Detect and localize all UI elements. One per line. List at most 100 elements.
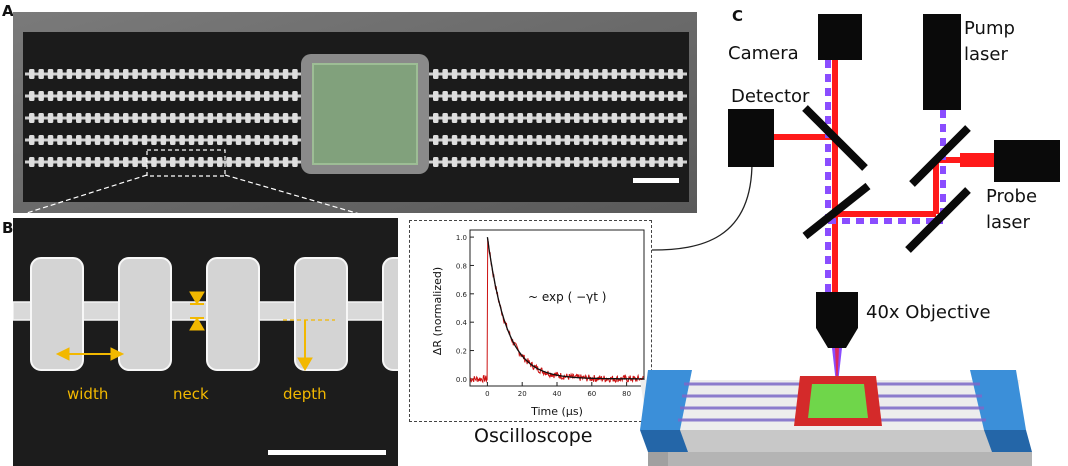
sem-unit-cell bbox=[235, 135, 242, 145]
sem-unit-cell bbox=[245, 135, 251, 145]
sem-unit-cell bbox=[498, 113, 505, 123]
y-tick-label: 0.0 bbox=[456, 376, 467, 384]
sem-unit-cell bbox=[442, 69, 448, 79]
sem-unit-cell bbox=[47, 157, 54, 167]
sem-unit-cell bbox=[574, 91, 580, 101]
sem-unit-cell bbox=[602, 113, 608, 123]
sem-unit-cell bbox=[235, 69, 242, 79]
sem-unit-cell bbox=[207, 113, 214, 123]
sem-unit-cell bbox=[508, 157, 514, 167]
sem-unit-cell bbox=[639, 69, 646, 79]
sem-unit-cell bbox=[85, 157, 91, 167]
sem-unit-cell bbox=[141, 69, 148, 79]
sem-unit-cell bbox=[555, 135, 561, 145]
sem-unit-cell bbox=[470, 113, 477, 123]
sem-unit-cell bbox=[677, 69, 683, 79]
sem-unit-cell bbox=[292, 157, 298, 167]
pump-beam bbox=[825, 60, 946, 292]
sem-unit-cell bbox=[264, 91, 270, 101]
sem-unit-cell bbox=[132, 113, 138, 123]
sem-unit-cell bbox=[433, 69, 439, 79]
sem-unit-cell bbox=[508, 69, 514, 79]
x-axis-label: Time (μs) bbox=[530, 405, 583, 418]
panel-a-letter: A bbox=[2, 2, 14, 20]
sem-unit-cell bbox=[545, 113, 552, 123]
sem-unit-cell bbox=[668, 69, 674, 79]
sem-unit-cell bbox=[489, 135, 495, 145]
camera-block bbox=[818, 14, 862, 60]
sem-unit-cell bbox=[141, 135, 148, 145]
sem-unit-cell bbox=[76, 113, 82, 123]
sem-unit-cell bbox=[564, 157, 571, 167]
sem-unit-cell bbox=[217, 113, 223, 123]
sem-unit-cell bbox=[76, 135, 82, 145]
sem-unit-cell bbox=[677, 135, 683, 145]
sem-unit-cell bbox=[592, 69, 599, 79]
sem-unit-cell bbox=[433, 135, 439, 145]
sem-unit-cell bbox=[555, 91, 561, 101]
sem-unit-cell bbox=[38, 113, 44, 123]
sem-unit-cell bbox=[85, 69, 91, 79]
sem-unit-cell bbox=[602, 69, 608, 79]
sem-unit-cell bbox=[226, 69, 232, 79]
cable bbox=[651, 161, 753, 251]
pump-laser-label-line1: Pump bbox=[964, 18, 1015, 39]
sem-unit-cell bbox=[170, 91, 176, 101]
sem-unit-cell bbox=[38, 157, 44, 167]
sem-unit-cell bbox=[104, 69, 110, 79]
sem-unit-cell bbox=[113, 69, 120, 79]
sem-unit-cell bbox=[179, 91, 185, 101]
sem-unit-cell bbox=[433, 91, 439, 101]
probe-laser-block bbox=[994, 140, 1060, 182]
detector-block bbox=[728, 109, 774, 167]
oscilloscope-inset: 0.0 0.2 0.4 0.6 0.8 1.0 0 20 40 60 80 ~ exp ( −γt… bbox=[409, 220, 652, 422]
series-fit-line bbox=[486, 237, 644, 380]
sem-unit-cell bbox=[480, 113, 486, 123]
sem-unit-cell bbox=[66, 91, 73, 101]
sem-unit-cell bbox=[198, 157, 204, 167]
sem-unit-cell bbox=[564, 69, 571, 79]
sem-unit-cell bbox=[592, 135, 599, 145]
unit-cell bbox=[206, 257, 260, 371]
sem-unit-cell bbox=[517, 69, 524, 79]
sem-unit-cell bbox=[226, 157, 232, 167]
detector-label: Detector bbox=[731, 86, 810, 107]
sem-unit-cell bbox=[639, 91, 646, 101]
sem-unit-cell bbox=[498, 135, 505, 145]
sem-unit-cell bbox=[47, 113, 54, 123]
sem-unit-cell bbox=[104, 91, 110, 101]
sem-unit-cell bbox=[282, 69, 289, 79]
sem-unit-cell bbox=[602, 135, 608, 145]
sem-unit-cell bbox=[57, 113, 63, 123]
sem-unit-cell bbox=[170, 157, 176, 167]
sem-unit-cell bbox=[207, 157, 214, 167]
panel-b-letter: B bbox=[2, 219, 14, 237]
sem-unit-cell bbox=[217, 135, 223, 145]
sem-unit-cell bbox=[254, 157, 261, 167]
sem-unit-cell bbox=[451, 113, 458, 123]
sem-unit-cell bbox=[264, 69, 270, 79]
sem-unit-cell bbox=[113, 91, 120, 101]
sem-unit-cell bbox=[583, 69, 589, 79]
sem-unit-cell bbox=[545, 135, 552, 145]
sem-unit-cell bbox=[179, 69, 185, 79]
sem-unit-cell bbox=[621, 157, 627, 167]
unit-cell bbox=[382, 257, 398, 371]
sem-unit-cell bbox=[179, 135, 185, 145]
sem-unit-cell bbox=[264, 135, 270, 145]
y-tick-label: 0.2 bbox=[456, 348, 467, 356]
sem-unit-cell bbox=[273, 91, 279, 101]
sem-unit-cell bbox=[470, 157, 477, 167]
sem-unit-cell bbox=[668, 113, 674, 123]
sem-unit-cell bbox=[583, 91, 589, 101]
depth-label: depth bbox=[283, 385, 327, 403]
sem-unit-cell bbox=[76, 69, 82, 79]
sem-unit-cell bbox=[198, 91, 204, 101]
sem-unit-cell bbox=[226, 135, 232, 145]
sem-unit-cell bbox=[66, 157, 73, 167]
sem-unit-cell bbox=[451, 69, 458, 79]
sem-unit-cell bbox=[226, 113, 232, 123]
sem-unit-cell bbox=[123, 69, 129, 79]
sem-unit-cell bbox=[517, 113, 524, 123]
sem-unit-cell bbox=[151, 69, 157, 79]
